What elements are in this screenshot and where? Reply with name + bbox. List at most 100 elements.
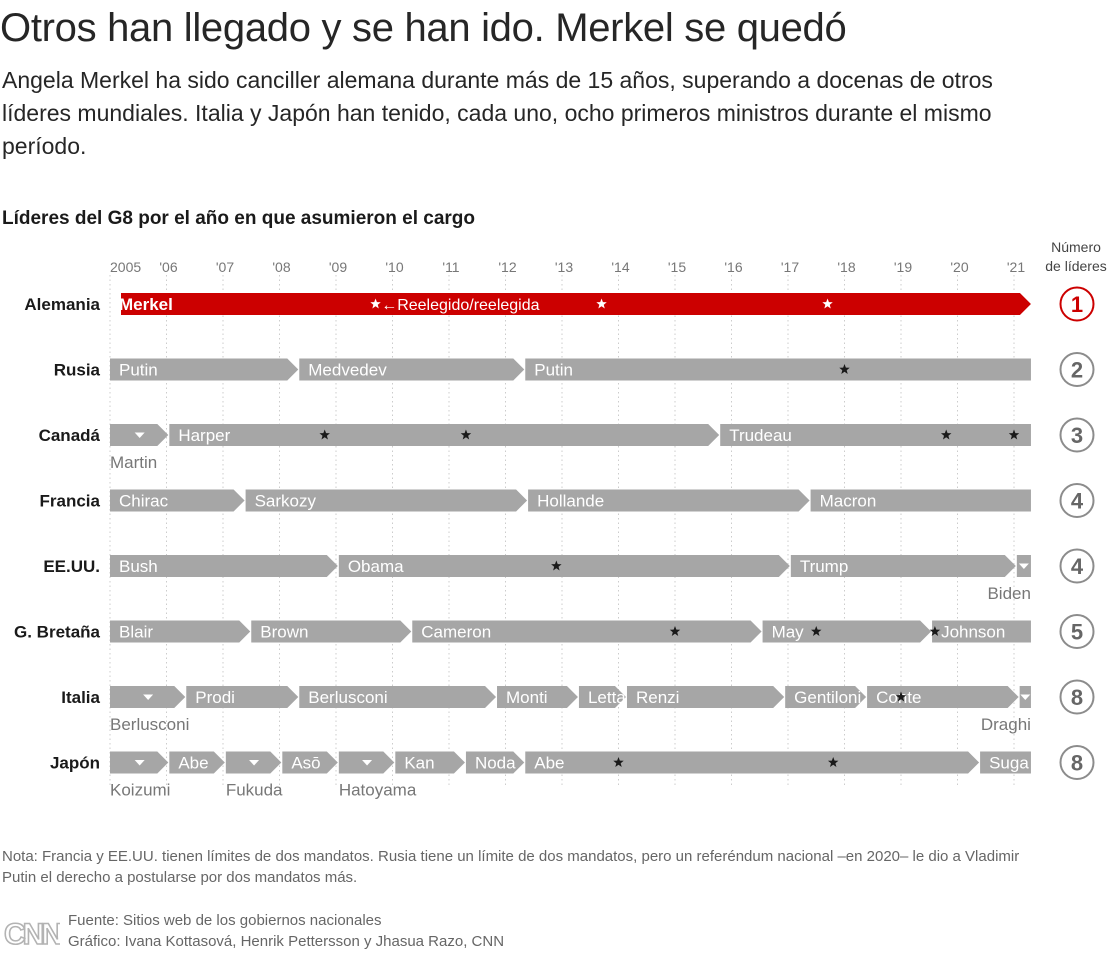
leader-label: Johnson [941,623,1005,642]
x-tick-label: '08 [272,259,290,275]
leader-bar [110,358,299,381]
leader-label: Putin [119,361,158,380]
x-tick-label: '06 [159,259,177,275]
leader-label: Merkel [119,295,173,314]
leader-count: 8 [1071,685,1083,710]
leader-bar [110,620,251,643]
country-label: Francia [40,492,101,511]
reelection-star-icon [811,626,822,636]
leader-label: May [772,623,805,642]
leader-bar [867,686,1019,708]
chevron-down-icon [1018,563,1029,569]
reelection-star-icon [839,364,850,374]
leader-bar [525,358,1031,381]
reelection-star-icon [319,429,330,440]
reelection-star-icon [370,298,381,309]
leader-label: Sarkozy [255,492,317,511]
leader-label: Abe [178,754,208,773]
leader-bar [720,424,1031,446]
reelection-star-icon [822,298,833,309]
leader-bar [932,620,1031,643]
leader-bar [412,620,762,643]
leader-count-circle [1059,417,1095,453]
leader-label: Asō [291,754,320,773]
leader-label: Putin [534,361,573,380]
leader-label-below: Koizumi [110,781,170,800]
leader-label: Trump [800,557,849,576]
country-label: G. Bretaña [14,623,101,642]
reelection-star-icon [596,298,607,309]
leader-bar [762,620,932,643]
subtitle: Angela Merkel ha sido canciller alemana … [2,67,993,159]
x-tick-label: '18 [837,259,855,275]
x-tick-label: '14 [611,259,629,275]
leader-count: 2 [1071,358,1083,383]
leader-bar [251,620,412,643]
chevron-down-icon [143,694,154,700]
leader-count-circle [1059,614,1095,649]
leader-bar [785,686,867,708]
leader-label-below: Fukuda [226,781,283,800]
count-header-line: Número [1051,239,1101,255]
x-tick-label: '17 [781,259,799,275]
x-tick-label: '19 [894,259,912,275]
reelection-star-icon [551,560,562,571]
leader-bar [186,686,299,708]
leader-bar [525,751,980,774]
leader-label: Medvedev [308,361,387,380]
leader-bar [299,358,525,381]
leader-count: 4 [1071,489,1084,514]
page-title: Otros han llegado y se han ido. Merkel s… [0,6,847,50]
x-tick-label: '07 [216,259,234,275]
reelection-star-icon [669,626,681,636]
chevron-down-icon [134,760,145,766]
leader-label: Bush [119,557,158,576]
cnn-logo: CNN [3,917,60,950]
leader-label: Kan [404,754,434,773]
country-label: Rusia [54,361,101,380]
leader-label: Obama [348,557,404,576]
chart-title: Líderes del G8 por el año en que asumier… [2,208,476,229]
leader-bar [299,686,497,708]
leader-label: Prodi [195,688,235,707]
leader-bar [528,489,810,512]
x-tick-label: '15 [668,259,686,275]
credit-text: Gráfico: Ivana Kottasová, Henrik Petters… [68,933,505,950]
leader-bar [282,751,338,774]
leader-bar [810,489,1031,512]
reelection-star-icon [940,429,952,440]
leader-label: Letta [588,688,626,707]
leader-count: 3 [1071,423,1083,448]
leader-label-below: Hatoyama [339,781,417,800]
leader-count: 4 [1071,554,1084,579]
reelection-star-icon [1008,429,1020,440]
x-tick-label: '16 [724,259,742,275]
leader-label: Cameron [421,623,491,642]
leader-bar [465,751,525,774]
leader-label: Harper [178,426,230,445]
leader-label: Berlusconi [308,688,387,707]
leader-label-below: Biden [987,584,1030,603]
leader-label-below: Berlusconi [110,715,189,734]
leader-bar [110,555,338,577]
x-tick-label: '13 [555,259,573,275]
chevron-down-icon [362,760,373,766]
leaders-timeline-chart: 2005 '06 '07 '08 '09 '10 '11 '12 '13 '14 '15 '16 '17… [14,239,1107,800]
reelection-star-icon [613,757,624,767]
chevron-down-icon [134,432,145,438]
leader-label: Renzi [636,688,679,707]
x-tick-label: '11 [442,259,459,275]
leader-count: 5 [1071,620,1083,645]
leader-bar [245,489,528,512]
reelection-star-icon [460,429,472,440]
reelection-star-icon [895,691,907,702]
leader-label: Monti [506,688,548,707]
leader-count-circle [1059,286,1095,322]
reelection-annotation: ←Reelegido/reelegida [381,297,539,314]
leader-label: Macron [820,492,877,511]
leader-bar [169,751,225,774]
leader-label: Abe [534,754,564,773]
cnn-logo-text: CNN [4,918,60,950]
leader-bar [578,686,626,708]
leader-count-circle [1059,548,1095,584]
